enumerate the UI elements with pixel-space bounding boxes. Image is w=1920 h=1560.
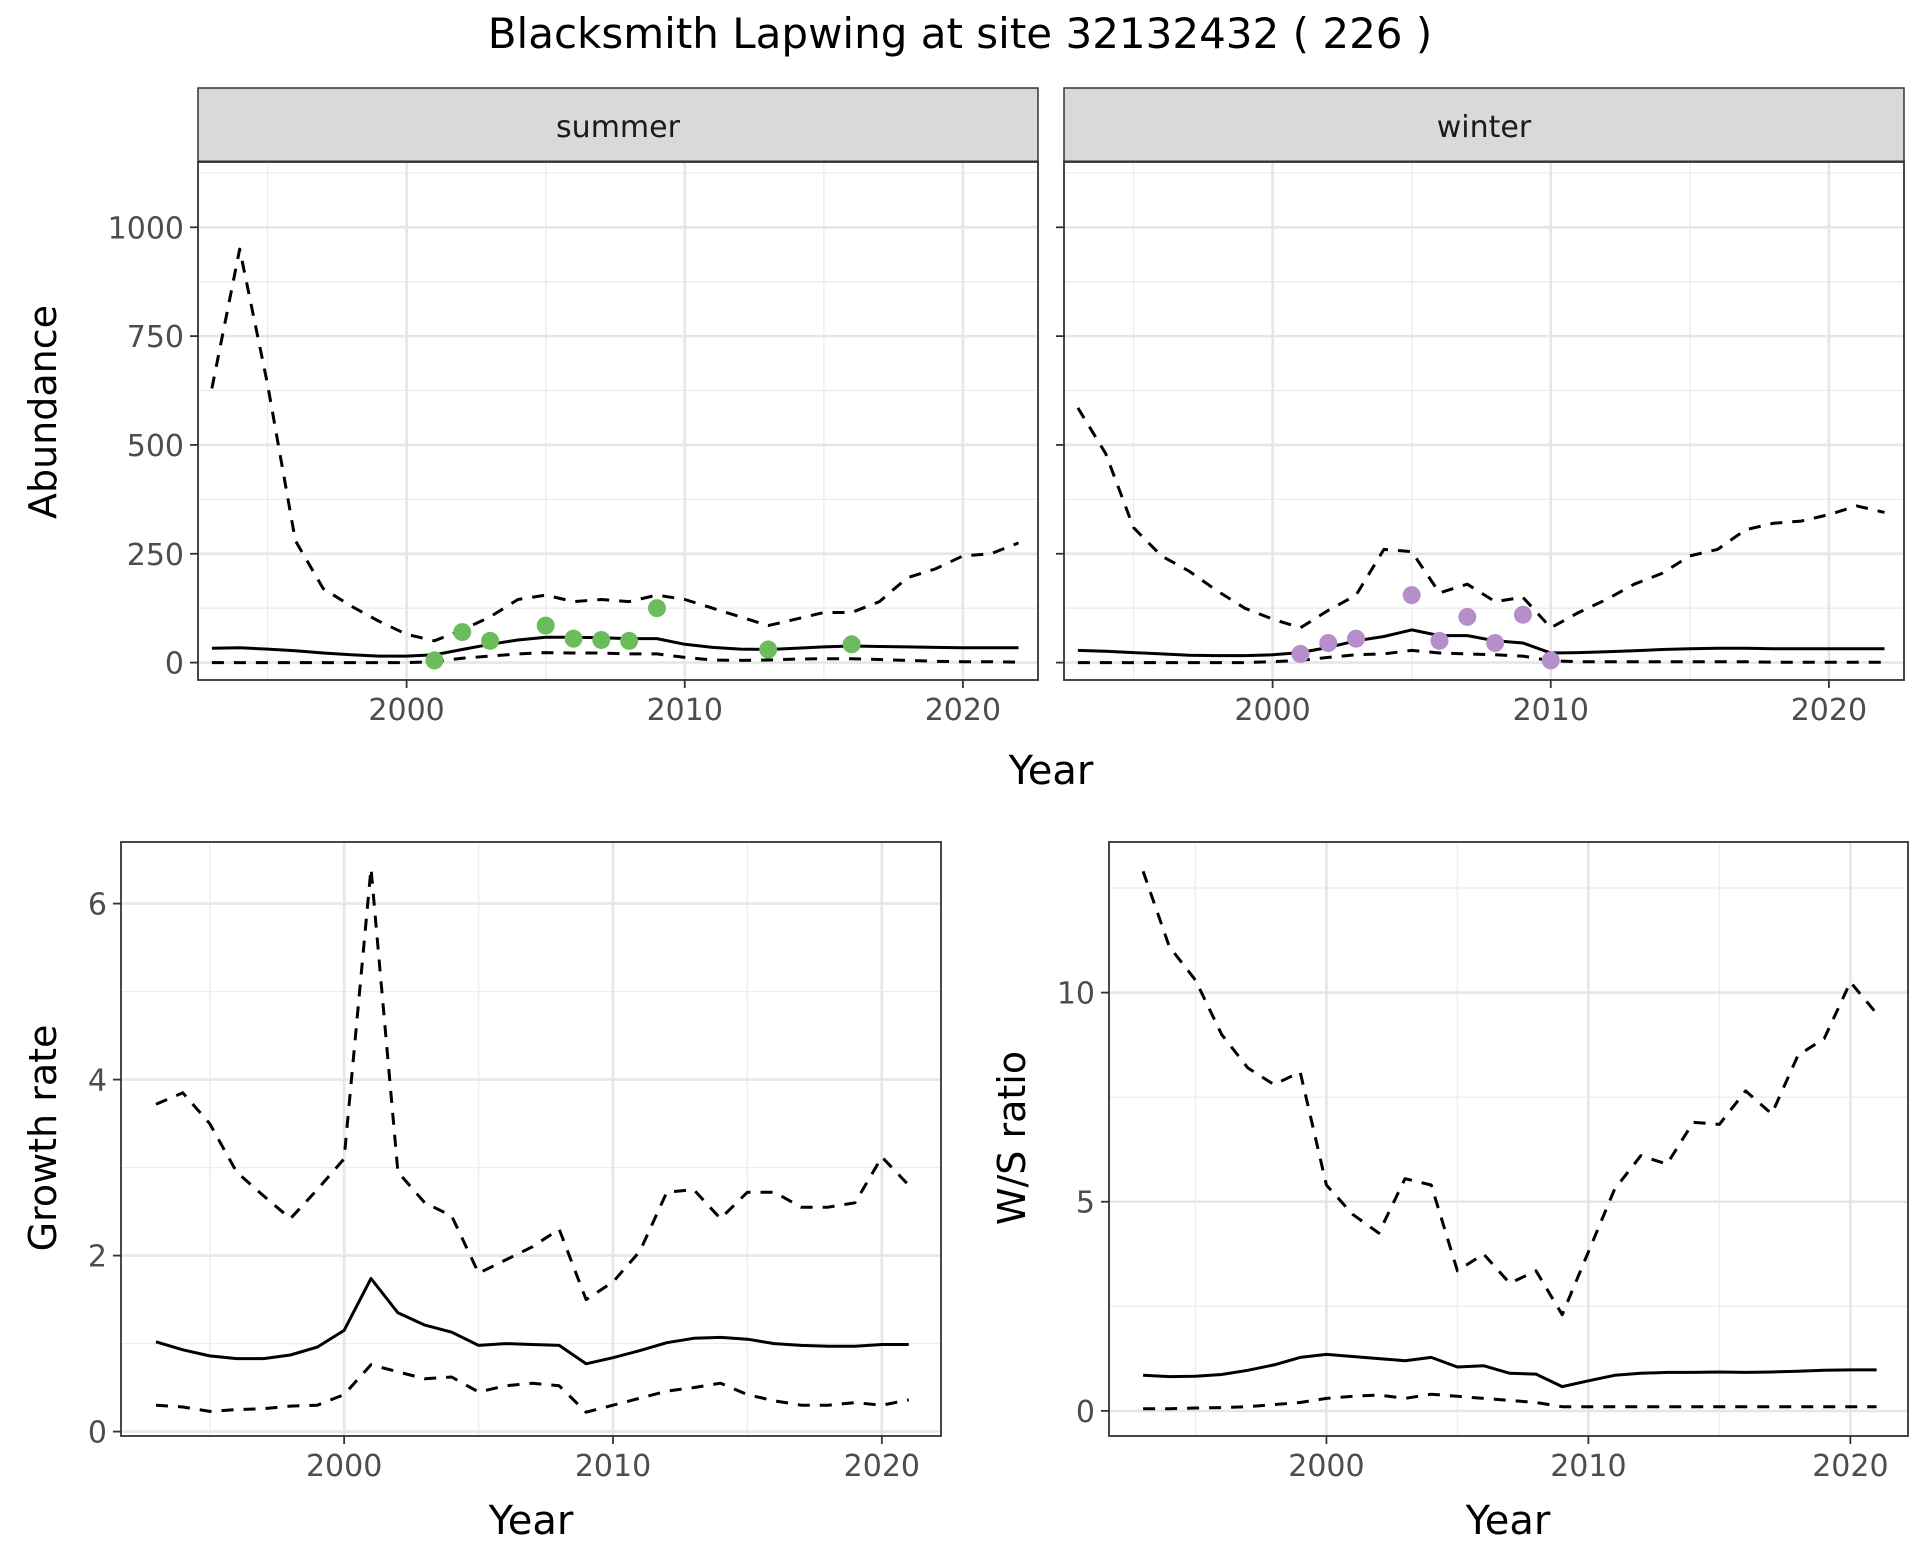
observed-point bbox=[1291, 644, 1310, 663]
panel-border bbox=[197, 161, 1039, 681]
observed-point bbox=[620, 631, 639, 650]
growth-x-label: Year bbox=[488, 1498, 574, 1544]
observed-point bbox=[1347, 629, 1366, 648]
x-tick-label: 2020 bbox=[1791, 693, 1867, 728]
panel-background bbox=[121, 842, 941, 1436]
panel-border bbox=[1063, 161, 1905, 681]
figure-title: Blacksmith Lapwing at site 32132432 ( 22… bbox=[488, 9, 1433, 58]
lower-line bbox=[155, 1363, 909, 1414]
observed-point bbox=[842, 635, 861, 654]
observed-point bbox=[759, 640, 778, 659]
growth-rate-panel: 2000 2010 2020 0 2 4 6 Year Growth rate bbox=[21, 841, 942, 1544]
observed-point bbox=[592, 630, 611, 649]
ratio-x-label: Year bbox=[1465, 1498, 1551, 1544]
estimate-line bbox=[1143, 1352, 1877, 1389]
upper-line bbox=[1141, 870, 1878, 1317]
x-tick-label: 2000 bbox=[1288, 1449, 1364, 1484]
upper-line bbox=[210, 247, 1020, 643]
y-tick-label: 0 bbox=[88, 1416, 107, 1451]
y-tick-label: 500 bbox=[127, 429, 184, 464]
plot-area: 2000 2010 2020 bbox=[1056, 161, 1905, 728]
observed-point bbox=[425, 651, 444, 670]
panel-background bbox=[198, 162, 1038, 680]
y-tick-label: 4 bbox=[88, 1064, 107, 1099]
abundance-y-label: Abundance bbox=[21, 305, 65, 519]
strip-background bbox=[1063, 87, 1905, 163]
observed-point bbox=[1486, 634, 1505, 652]
y-tick-label: 0 bbox=[1076, 1395, 1095, 1430]
observed-point bbox=[1319, 634, 1338, 652]
strip-background bbox=[197, 87, 1039, 163]
x-tick-label: 2010 bbox=[1513, 693, 1589, 728]
plot-area: 2000 2010 2020 0 5 10 bbox=[1057, 841, 1909, 1484]
abundance-winter-panel: winter 2000 2010 2020 bbox=[1056, 87, 1905, 728]
panel-background bbox=[1109, 842, 1908, 1436]
observed-point bbox=[564, 629, 583, 648]
y-tick-label: 6 bbox=[88, 888, 107, 923]
y-tick-label: 5 bbox=[1076, 1186, 1095, 1221]
observed-point bbox=[1402, 586, 1421, 605]
x-tick-label: 2010 bbox=[1550, 1449, 1626, 1484]
y-tick-label: 0 bbox=[165, 647, 184, 682]
y-tick-label: 250 bbox=[127, 538, 184, 573]
abundance-summer-panel: summer 2000 2010 2020 0 250 500 750 1000 bbox=[108, 87, 1039, 728]
y-tick-label: 750 bbox=[127, 320, 184, 355]
plot-area: 2000 2010 2020 0 2 4 6 bbox=[88, 841, 942, 1484]
observed-point bbox=[1541, 651, 1560, 670]
lower-line bbox=[211, 651, 1019, 665]
x-tick-label: 2010 bbox=[647, 693, 723, 728]
estimate-line bbox=[155, 1277, 909, 1366]
abundance-x-label: Year bbox=[1008, 748, 1094, 794]
y-tick-label: 2 bbox=[88, 1240, 107, 1275]
y-tick-label: 10 bbox=[1057, 977, 1095, 1012]
ws-ratio-panel: 2000 2010 2020 0 5 10 Year W/S ratio bbox=[990, 841, 1909, 1544]
panel-border bbox=[120, 841, 942, 1437]
lower-line bbox=[1077, 648, 1885, 665]
observed-point bbox=[453, 623, 472, 642]
panel-border bbox=[1108, 841, 1909, 1437]
plot-area: 2000 2010 2020 0 250 500 750 1000 bbox=[108, 161, 1039, 728]
upper-line bbox=[155, 866, 910, 1302]
estimate-line bbox=[211, 635, 1019, 658]
x-tick-label: 2000 bbox=[306, 1449, 382, 1484]
observed-point bbox=[1458, 607, 1477, 626]
observed-point bbox=[536, 616, 555, 635]
panel-background bbox=[1064, 162, 1904, 680]
x-tick-label: 2000 bbox=[1234, 693, 1310, 728]
observed-point bbox=[1513, 605, 1532, 624]
strip-label-summer: summer bbox=[556, 110, 681, 145]
x-tick-label: 2000 bbox=[368, 693, 444, 728]
y-tick-label: 1000 bbox=[108, 211, 184, 246]
estimate-line bbox=[1077, 628, 1885, 658]
x-tick-label: 2010 bbox=[575, 1449, 651, 1484]
observed-point bbox=[647, 599, 666, 618]
upper-line bbox=[1076, 407, 1885, 630]
strip-label-winter: winter bbox=[1437, 110, 1532, 145]
x-tick-label: 2020 bbox=[925, 693, 1001, 728]
observed-point bbox=[481, 631, 500, 650]
observed-point bbox=[1430, 631, 1449, 650]
ratio-y-label: W/S ratio bbox=[990, 1051, 1034, 1225]
x-tick-label: 2020 bbox=[844, 1449, 920, 1484]
growth-y-label: Growth rate bbox=[21, 1025, 65, 1252]
x-tick-label: 2020 bbox=[1812, 1449, 1888, 1484]
